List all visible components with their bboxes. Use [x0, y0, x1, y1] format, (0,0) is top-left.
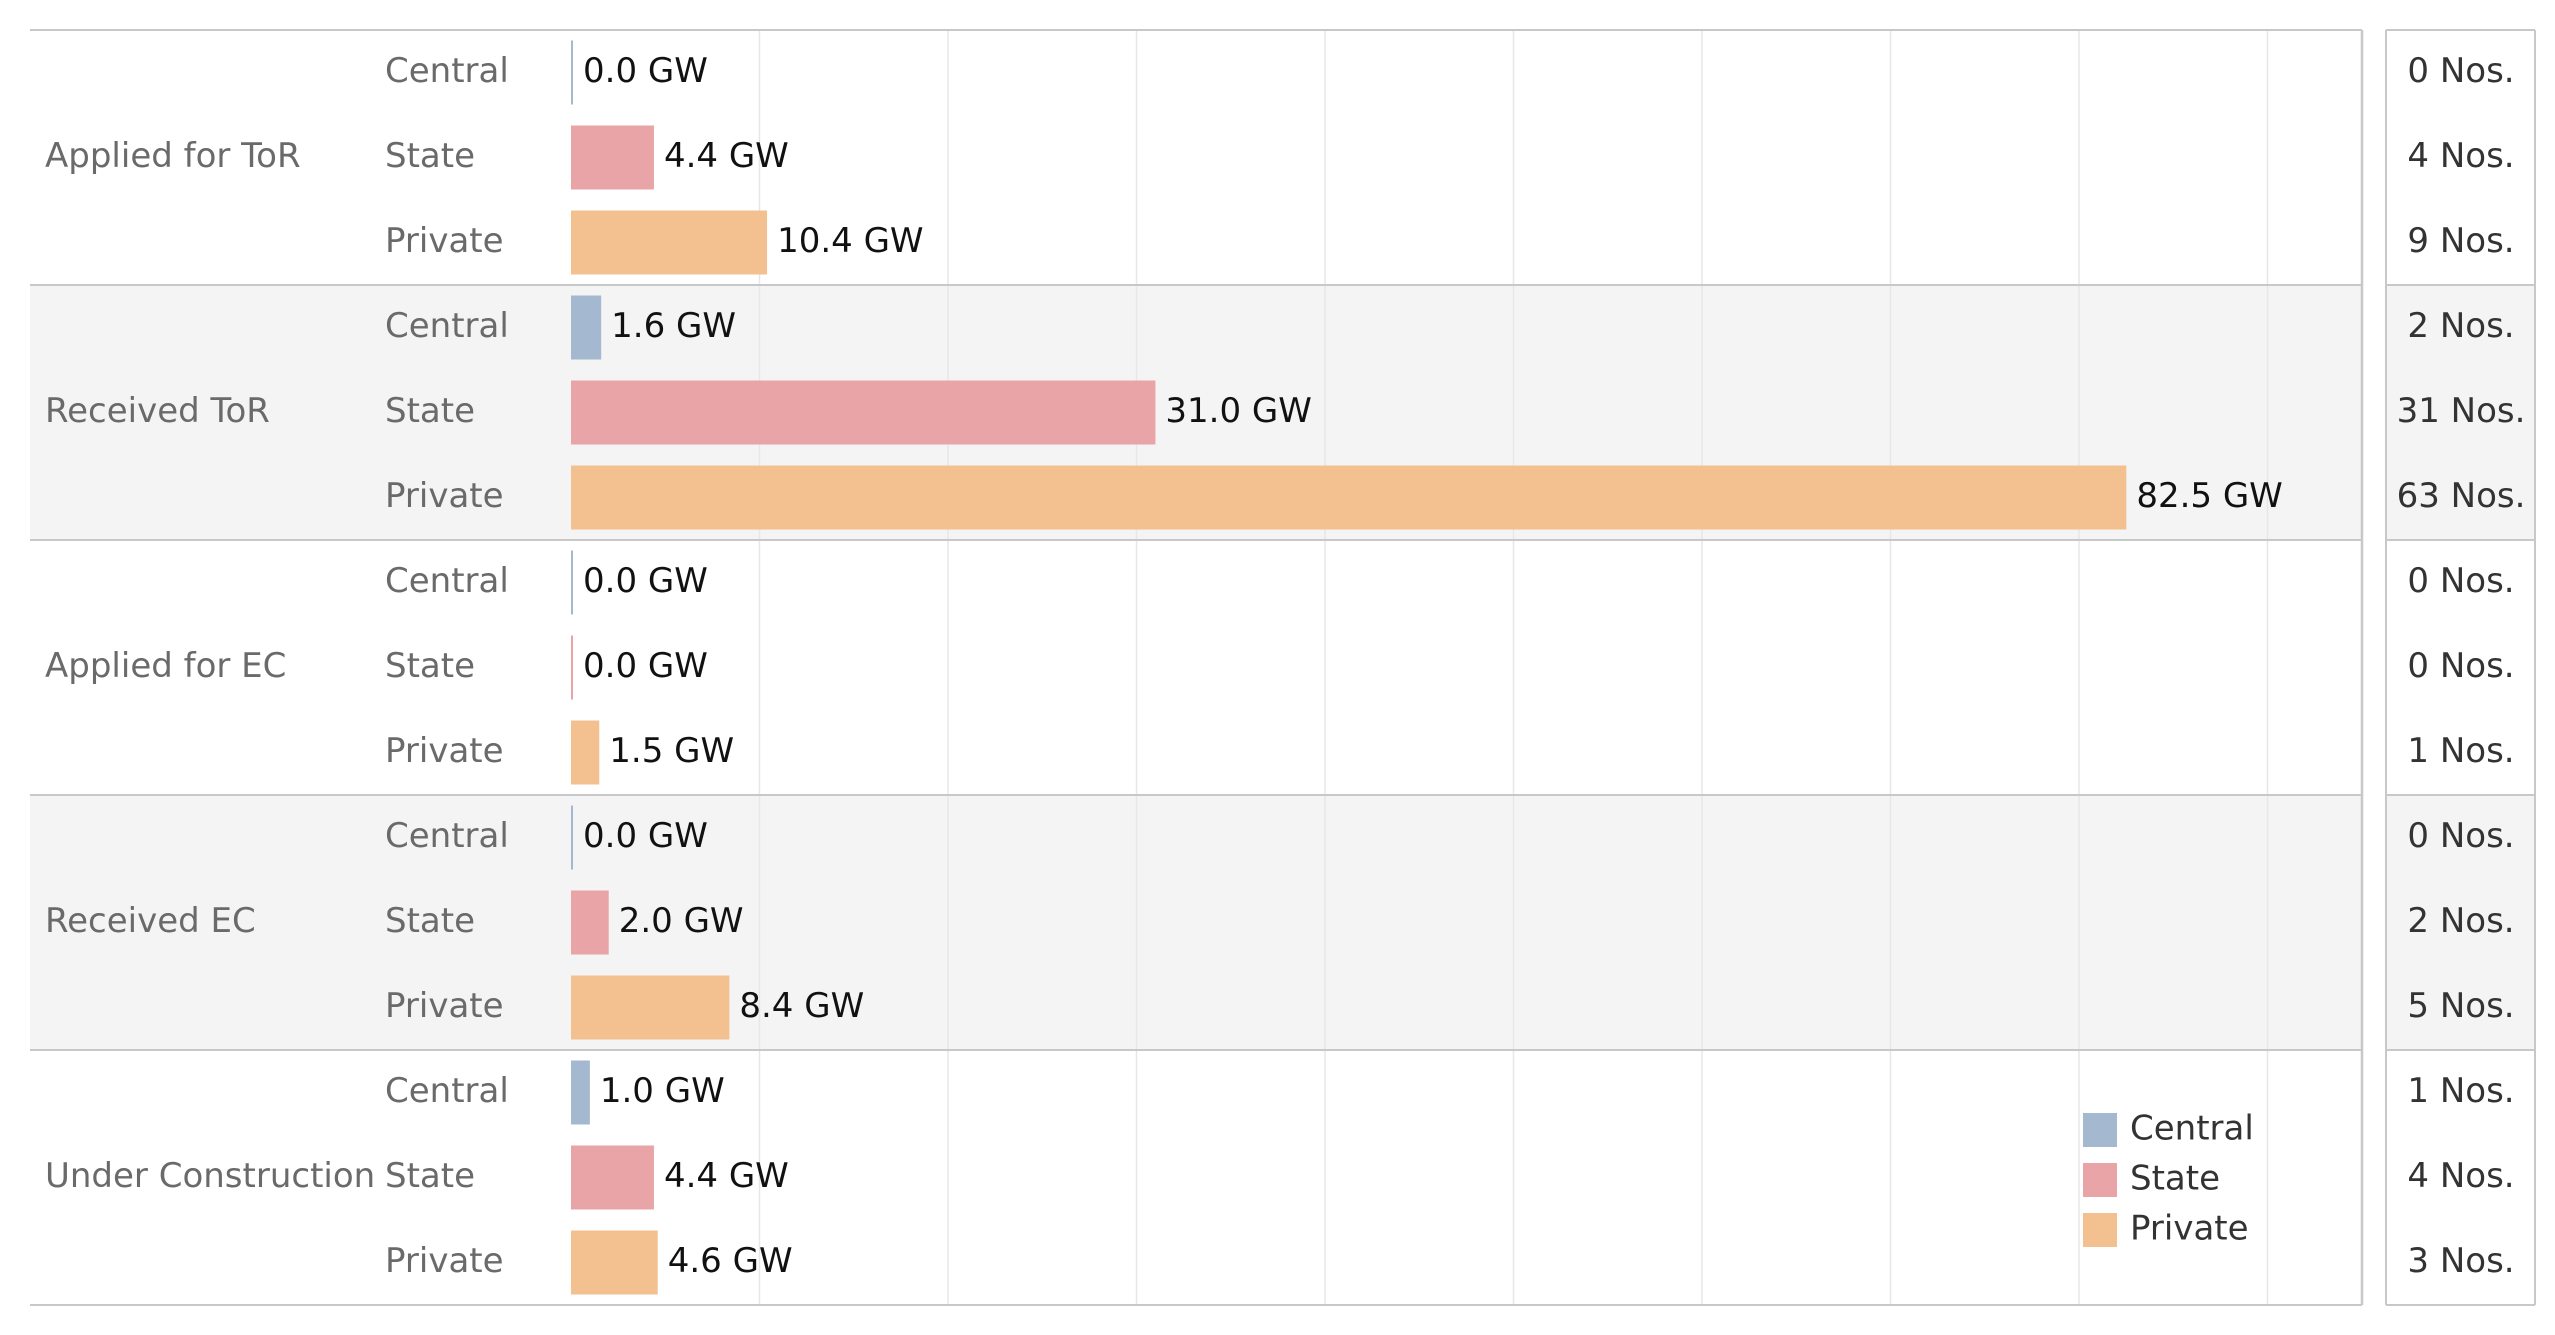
sector-label-received-tor-state: State [385, 391, 475, 431]
value-label-applied-for-ec-central: 0.0 GW [583, 561, 708, 601]
bar-received-tor-private [571, 465, 2127, 530]
bar-under-construction-private [571, 1230, 658, 1295]
bar-received-ec-central [571, 805, 573, 870]
legend-label-state: State [2130, 1159, 2220, 1199]
value-label-received-ec-private: 8.4 GW [739, 986, 864, 1026]
bar-applied-for-tor-central [571, 40, 573, 105]
count-label-under-construction-private: 3 Nos. [2407, 1241, 2514, 1281]
value-label-received-tor-state: 31.0 GW [1165, 391, 1311, 431]
sector-label-received-tor-private: Private [385, 476, 504, 516]
sector-label-applied-for-ec-central: Central [385, 561, 509, 601]
value-label-applied-for-ec-state: 0.0 GW [583, 646, 708, 686]
bar-applied-for-tor-state [571, 125, 654, 190]
stage-label-applied-for-ec: Applied for EC [45, 646, 286, 686]
count-label-applied-for-ec-central: 0 Nos. [2407, 561, 2514, 601]
value-label-received-tor-private: 82.5 GW [2136, 476, 2282, 516]
sector-label-received-ec-central: Central [385, 816, 509, 856]
count-band-received-tor [2386, 285, 2535, 540]
stage-label-applied-for-tor: Applied for ToR [45, 136, 301, 176]
bar-under-construction-central [571, 1060, 590, 1125]
legend-swatch-central [2083, 1113, 2117, 1147]
sector-label-applied-for-tor-state: State [385, 136, 475, 176]
stage-label-under-construction: Under Construction [45, 1156, 375, 1196]
value-label-applied-for-tor-private: 10.4 GW [777, 221, 923, 261]
value-label-applied-for-ec-private: 1.5 GW [609, 731, 734, 771]
value-label-received-tor-central: 1.6 GW [611, 306, 736, 346]
bar-received-tor-central [571, 295, 602, 360]
sector-label-received-ec-private: Private [385, 986, 504, 1026]
count-label-applied-for-tor-state: 4 Nos. [2407, 136, 2514, 176]
value-label-under-construction-private: 4.6 GW [668, 1241, 793, 1281]
count-label-received-tor-state: 31 Nos. [2397, 391, 2526, 431]
value-label-applied-for-tor-central: 0.0 GW [583, 51, 708, 91]
legend-swatch-private [2083, 1213, 2117, 1247]
value-label-received-ec-state: 2.0 GW [619, 901, 744, 941]
sector-label-under-construction-private: Private [385, 1241, 504, 1281]
bar-applied-for-ec-state [571, 635, 573, 700]
count-label-under-construction-central: 1 Nos. [2407, 1071, 2514, 1111]
stage-label-received-tor: Received ToR [45, 391, 270, 431]
legend-label-central: Central [2130, 1109, 2254, 1149]
bar-received-ec-private [571, 975, 730, 1040]
sector-label-received-ec-state: State [385, 901, 475, 941]
legend-label-private: Private [2130, 1209, 2249, 1249]
bar-applied-for-ec-private [571, 720, 600, 785]
value-label-received-ec-central: 0.0 GW [583, 816, 708, 856]
count-label-applied-for-tor-private: 9 Nos. [2407, 221, 2514, 261]
count-label-applied-for-ec-private: 1 Nos. [2407, 731, 2514, 771]
bar-applied-for-ec-central [571, 550, 573, 615]
sector-label-received-tor-central: Central [385, 306, 509, 346]
count-band-received-ec [2386, 795, 2535, 1050]
count-label-under-construction-state: 4 Nos. [2407, 1156, 2514, 1196]
sector-label-applied-for-tor-private: Private [385, 221, 504, 261]
count-label-received-tor-central: 2 Nos. [2407, 306, 2514, 346]
value-label-applied-for-tor-state: 4.4 GW [664, 136, 789, 176]
bar-received-ec-state [571, 890, 609, 955]
sector-label-applied-for-ec-state: State [385, 646, 475, 686]
value-label-under-construction-state: 4.4 GW [664, 1156, 789, 1196]
bar-received-tor-state [571, 380, 1156, 445]
count-label-received-ec-state: 2 Nos. [2407, 901, 2514, 941]
sector-label-applied-for-tor-central: Central [385, 51, 509, 91]
group-band-received-ec [30, 795, 2362, 1050]
legend-swatch-state [2083, 1163, 2117, 1197]
count-label-applied-for-ec-state: 0 Nos. [2407, 646, 2514, 686]
sector-label-under-construction-state: State [385, 1156, 475, 1196]
count-label-applied-for-tor-central: 0 Nos. [2407, 51, 2514, 91]
bar-applied-for-tor-private [571, 210, 768, 275]
stage-label-received-ec: Received EC [45, 901, 256, 941]
count-label-received-ec-central: 0 Nos. [2407, 816, 2514, 856]
bar-under-construction-state [571, 1145, 654, 1210]
sector-label-under-construction-central: Central [385, 1071, 509, 1111]
value-label-under-construction-central: 1.0 GW [600, 1071, 725, 1111]
count-label-received-ec-private: 5 Nos. [2407, 986, 2514, 1026]
sector-label-applied-for-ec-private: Private [385, 731, 504, 771]
count-label-received-tor-private: 63 Nos. [2397, 476, 2526, 516]
